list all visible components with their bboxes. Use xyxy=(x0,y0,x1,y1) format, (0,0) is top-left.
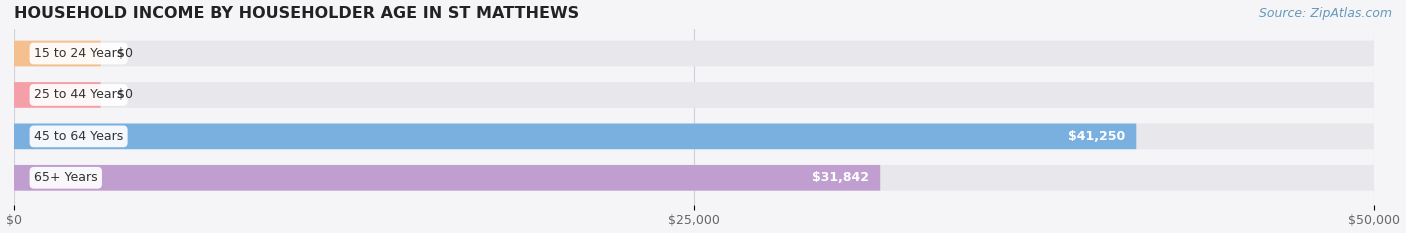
FancyBboxPatch shape xyxy=(14,41,101,66)
Text: 45 to 64 Years: 45 to 64 Years xyxy=(34,130,124,143)
Text: 65+ Years: 65+ Years xyxy=(34,171,97,184)
FancyBboxPatch shape xyxy=(14,123,1375,149)
FancyBboxPatch shape xyxy=(14,82,1375,108)
Text: 25 to 44 Years: 25 to 44 Years xyxy=(34,89,124,101)
Text: 15 to 24 Years: 15 to 24 Years xyxy=(34,47,124,60)
Text: $41,250: $41,250 xyxy=(1069,130,1125,143)
Text: HOUSEHOLD INCOME BY HOUSEHOLDER AGE IN ST MATTHEWS: HOUSEHOLD INCOME BY HOUSEHOLDER AGE IN S… xyxy=(14,6,579,21)
FancyBboxPatch shape xyxy=(14,82,101,108)
FancyBboxPatch shape xyxy=(14,41,1375,66)
FancyBboxPatch shape xyxy=(14,165,880,191)
FancyBboxPatch shape xyxy=(14,123,1136,149)
Text: $31,842: $31,842 xyxy=(813,171,869,184)
FancyBboxPatch shape xyxy=(14,165,1375,191)
Text: $0: $0 xyxy=(117,47,134,60)
Text: $0: $0 xyxy=(117,89,134,101)
Text: Source: ZipAtlas.com: Source: ZipAtlas.com xyxy=(1258,7,1392,20)
